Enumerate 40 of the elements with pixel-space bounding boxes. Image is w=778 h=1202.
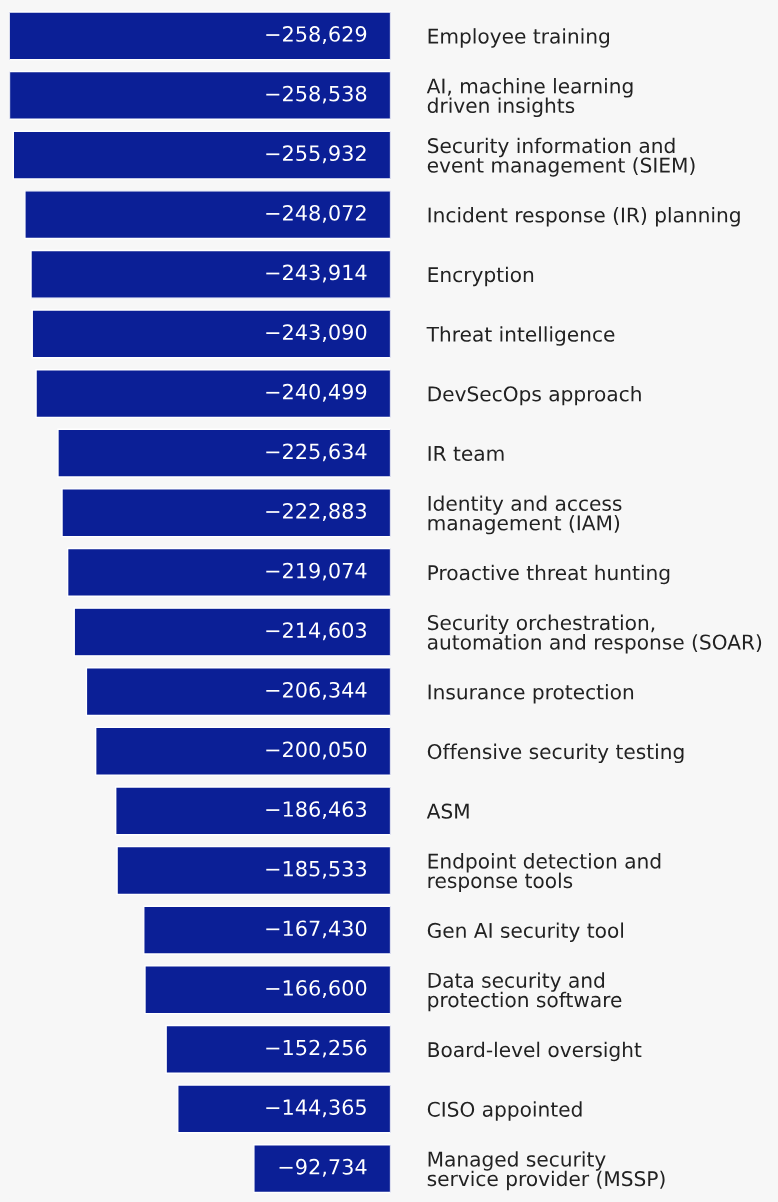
data-label: −248,072	[266, 204, 366, 223]
y-tick-label: Employee training	[428, 28, 609, 48]
data-label: −255,932	[266, 145, 366, 164]
data-label: −214,603	[266, 622, 367, 641]
y-tick-label: Insurance protection	[428, 683, 634, 704]
data-label: −144,365	[266, 1099, 366, 1118]
y-tick-label: Security information and event management (SIEM)	[427, 137, 695, 177]
data-label: −152,256	[266, 1039, 367, 1058]
y-tick-label: Offensive security testing	[427, 743, 684, 764]
y-tick-label: Security orchestration, automation and response (SOAR)	[427, 614, 762, 654]
data-label: −185,533	[266, 860, 367, 879]
data-label: −219,074	[266, 562, 367, 581]
y-tick-label: IR team	[428, 446, 504, 462]
data-label: −258,538	[266, 85, 367, 104]
data-label: −243,090	[266, 324, 367, 343]
data-label: −225,634	[266, 443, 367, 462]
y-tick-label: Managed security service provider (MSSP)	[427, 1151, 665, 1191]
data-label: −243,914	[266, 264, 367, 283]
data-label: −206,344	[266, 681, 367, 700]
y-tick-label: Encryption	[428, 266, 534, 287]
data-label: −200,050	[266, 741, 367, 760]
y-tick-label: Incident response (IR) planning	[428, 207, 740, 227]
data-label: −167,430	[266, 920, 367, 939]
y-tick-label: Board-level oversight	[428, 1041, 642, 1062]
y-tick-label: ASM	[426, 803, 469, 819]
data-label: −92,734	[279, 1158, 367, 1177]
data-label: −240,499	[266, 383, 367, 402]
data-label: −258,629	[266, 26, 367, 44]
y-tick-label: Identity and access management (IAM)	[428, 495, 622, 535]
y-tick-label: Threat intelligence	[426, 326, 615, 346]
y-tick-label: DevSecOps approach	[428, 385, 641, 406]
data-label: −166,600	[266, 980, 367, 998]
y-tick-label: Endpoint detection and response tools	[428, 853, 661, 893]
y-tick-label: Gen AI security tool	[427, 922, 623, 942]
data-label: −222,883	[266, 503, 367, 521]
y-tick-label: Proactive threat hunting	[428, 564, 670, 585]
y-tick-label: AI, machine learning driven insights	[426, 78, 633, 118]
y-tick-label: Data security and protection software	[428, 972, 622, 1012]
data-label: −186,463	[266, 801, 367, 820]
y-tick-label: CISO appointed	[427, 1101, 582, 1121]
